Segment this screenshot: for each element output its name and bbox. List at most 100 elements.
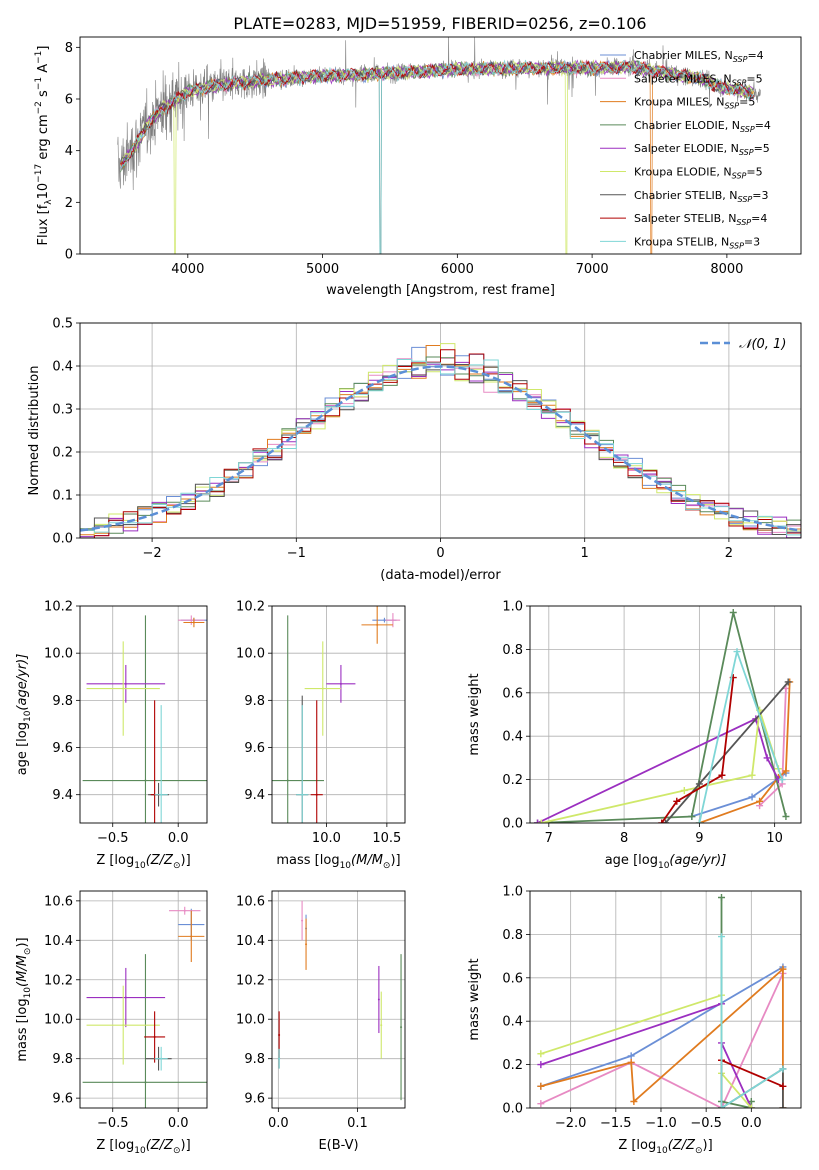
y-axis-label: Flux [fλ10−17 erg cm−2 s−1 A−1] bbox=[34, 46, 54, 246]
label-part: age [log bbox=[605, 853, 658, 868]
label-part: =4 bbox=[751, 212, 767, 225]
weight-marker-8-1 bbox=[718, 1104, 726, 1108]
axes-frame bbox=[271, 890, 406, 1109]
label-part: 10 bbox=[23, 987, 33, 999]
label-part: Z [log bbox=[96, 853, 134, 868]
y-tick-label: 2 bbox=[65, 196, 73, 211]
weight-marker-6-0 bbox=[662, 819, 669, 823]
label-part: E(B-V) bbox=[318, 1138, 358, 1153]
label-part: SSP bbox=[739, 148, 754, 157]
data-point-5 bbox=[321, 687, 324, 690]
data-point-2 bbox=[376, 623, 379, 626]
data-point-8 bbox=[160, 793, 163, 796]
data-point-4 bbox=[377, 998, 380, 1001]
mass-vs-ebv-panel: 0.0 0.1 9.6 9.8 10.0 10.2 10.4 10.6 E(B-V) bbox=[236, 890, 406, 1153]
y-tick-label: 9.8 bbox=[244, 1052, 265, 1067]
x-axis-label: Z [log10(Z/Z⊙)] bbox=[618, 1138, 712, 1156]
label-part: ⊙ bbox=[23, 948, 33, 956]
weight-marker-2-1 bbox=[627, 1058, 635, 1066]
y-tick-label: 9.6 bbox=[244, 1092, 265, 1107]
label-part: −17 bbox=[34, 164, 44, 183]
label-part: −2 bbox=[34, 101, 44, 114]
data-point-4 bbox=[124, 682, 127, 685]
x-tick-label: 0.1 bbox=[347, 1116, 368, 1131]
model-spectrum-8 bbox=[120, 59, 754, 254]
x-tick-label: 8 bbox=[620, 831, 628, 846]
y-tick-label: 0.4 bbox=[502, 1015, 523, 1030]
label-part: 10 bbox=[23, 710, 33, 722]
y-tick-label: 0.6 bbox=[502, 686, 523, 701]
model-spectrum-3 bbox=[120, 59, 754, 173]
y-tick-label: 0.6 bbox=[502, 971, 523, 986]
model-spectrum-7 bbox=[120, 60, 754, 167]
age-vs-metallicity-panel: −0.5 0.09.49.69.810.010.2Z [log10(Z/Z⊙)]a… bbox=[15, 600, 208, 871]
weight-marker-8-0 bbox=[718, 933, 726, 941]
label-part: Chabrier MILES, N bbox=[634, 49, 733, 62]
weight-line-7 bbox=[660, 677, 735, 823]
label-part: mass [log bbox=[15, 998, 30, 1061]
weight-marker-6-1 bbox=[695, 780, 703, 788]
weight-marker-4-0 bbox=[534, 819, 542, 823]
data-point-3 bbox=[400, 1026, 403, 1029]
data-point-3 bbox=[144, 779, 147, 782]
plot-area bbox=[537, 894, 787, 1108]
weight-vs-metallicity-panel: −2.0 −1.5 −1.0 −0.5 0.0 0.0 0.2 0.4 0.6 0.8 1.0 Z [… bbox=[467, 885, 802, 1156]
data-point-0 bbox=[383, 619, 386, 622]
label-part: s bbox=[36, 90, 51, 101]
x-tick-label: 0.0 bbox=[268, 1116, 289, 1131]
weight-line-8 bbox=[720, 936, 784, 1108]
axes-frame bbox=[529, 605, 802, 824]
y-tick-label: 10.0 bbox=[236, 1013, 265, 1028]
x-tick-label: 0.0 bbox=[168, 831, 189, 846]
y-axis-label: age [log10(age/yr)] bbox=[15, 654, 33, 776]
label-part: SSP bbox=[738, 195, 753, 204]
label-part: Kroupa MILES, N bbox=[634, 96, 724, 109]
label-part: 10 bbox=[340, 861, 352, 871]
y-tick-label: 4 bbox=[65, 144, 73, 159]
label-part: Z [log bbox=[618, 1138, 656, 1153]
weight-marker-1-0 bbox=[537, 1100, 545, 1108]
y-tick-label: 0.1 bbox=[52, 489, 73, 504]
y-tick-label: 9.4 bbox=[244, 788, 265, 803]
legend-entry: Salpeter MILES, NSSP=5 bbox=[634, 72, 763, 87]
label-part: )] bbox=[15, 937, 30, 947]
label-part: Flux [f bbox=[36, 204, 51, 245]
label-part: age [log bbox=[15, 722, 30, 775]
weight-marker-3-3 bbox=[782, 812, 790, 820]
data-point-1 bbox=[391, 619, 394, 622]
legend-entry: Salpeter STELIB, NSSP=4 bbox=[634, 212, 767, 227]
label-part: Kroupa ELODIE, N bbox=[634, 166, 732, 179]
weight-marker-6-2 bbox=[779, 1104, 787, 1108]
data-point-4 bbox=[339, 682, 342, 685]
x-tick-label: 10 bbox=[766, 831, 783, 846]
y-tick-label: 1.0 bbox=[502, 600, 523, 615]
weight-marker-0-1 bbox=[748, 793, 756, 801]
label-part: 10 bbox=[658, 861, 670, 871]
x-tick-label: −2 bbox=[143, 546, 162, 561]
x-tick-label: −1.0 bbox=[645, 1116, 677, 1131]
legend-entry: Kroupa STELIB, NSSP=3 bbox=[634, 235, 760, 250]
label-part: (age/yr)] bbox=[669, 853, 726, 868]
label-part: =4 bbox=[755, 119, 771, 132]
x-axis-label: Z [log10(Z/Z⊙)] bbox=[96, 853, 190, 871]
x-axis-label: wavelength [Angstrom, rest frame] bbox=[326, 283, 555, 298]
x-tick-label: −2.0 bbox=[555, 1116, 587, 1131]
weight-line-3 bbox=[537, 612, 787, 823]
weight-marker-3-2 bbox=[729, 609, 737, 617]
plot-area bbox=[82, 615, 207, 823]
weight-marker-2-1 bbox=[756, 797, 764, 805]
x-axis-label: E(B-V) bbox=[318, 1138, 358, 1153]
y-tick-label: 0.2 bbox=[502, 773, 523, 788]
data-point-2 bbox=[190, 935, 193, 938]
axes-frame bbox=[529, 890, 802, 1109]
x-tick-label: 8000 bbox=[710, 262, 743, 277]
x-tick-label: 0.0 bbox=[741, 1116, 762, 1131]
label-part: SSP bbox=[724, 102, 739, 111]
data-point-5 bbox=[380, 1024, 383, 1027]
x-tick-label: 2 bbox=[725, 546, 733, 561]
plot-area bbox=[117, 37, 761, 254]
y-tick-label: 9.8 bbox=[244, 694, 265, 709]
y-axis-label: Normed distribution bbox=[27, 366, 42, 496]
axes-frame bbox=[79, 890, 208, 1109]
label-part: Kroupa STELIB, N bbox=[634, 235, 729, 248]
